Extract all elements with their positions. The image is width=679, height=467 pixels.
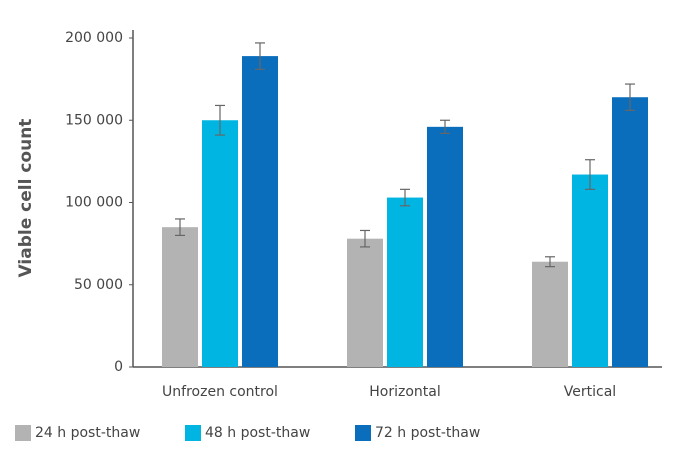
bar [387,197,423,367]
legend-label: 72 h post-thaw [375,425,480,441]
legend-swatch [185,425,201,441]
y-tick-label: 50 000 [74,277,123,293]
y-tick-label: 0 [114,359,123,375]
bar [202,120,238,367]
x-tick-label: Unfrozen control [162,384,278,400]
y-tick-label: 200 000 [65,30,123,46]
x-tick-label: Horizontal [369,384,440,400]
bar [427,126,463,367]
y-tick-label: 150 000 [65,112,123,128]
bar [242,56,278,367]
legend-label: 24 h post-thaw [35,425,140,441]
bar [347,238,383,367]
bar [572,174,608,367]
y-tick-label: 100 000 [65,195,123,211]
bar [162,227,198,367]
bar [532,261,568,367]
bar [612,97,648,367]
y-axis-title: Viable cell count [16,119,36,278]
legend-swatch [355,425,371,441]
legend-swatch [15,425,31,441]
x-tick-label: Vertical [564,384,616,400]
legend-label: 48 h post-thaw [205,425,310,441]
